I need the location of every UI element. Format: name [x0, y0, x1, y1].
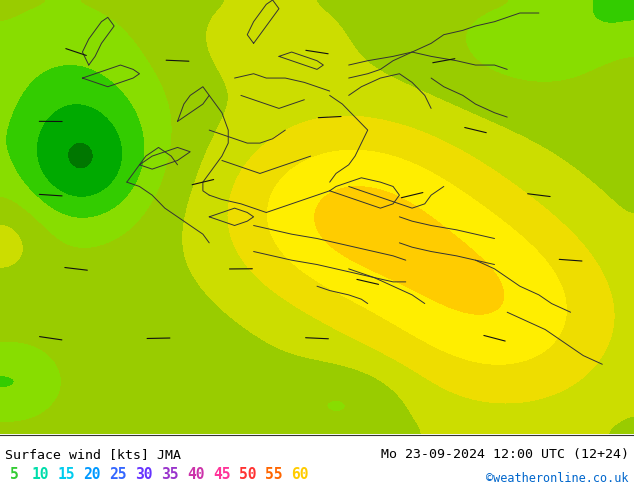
Text: Surface wind [kts] JMA: Surface wind [kts] JMA: [5, 448, 181, 461]
Text: ©weatheronline.co.uk: ©weatheronline.co.uk: [486, 472, 629, 485]
Text: 45: 45: [214, 466, 231, 482]
Text: 55: 55: [266, 466, 283, 482]
Text: 60: 60: [292, 466, 309, 482]
Text: 15: 15: [58, 466, 75, 482]
Text: 40: 40: [188, 466, 205, 482]
Text: 35: 35: [162, 466, 179, 482]
Text: 5: 5: [10, 466, 18, 482]
Text: 20: 20: [84, 466, 101, 482]
Text: 25: 25: [110, 466, 127, 482]
Text: Mo 23-09-2024 12:00 UTC (12+24): Mo 23-09-2024 12:00 UTC (12+24): [381, 448, 629, 461]
Text: 50: 50: [240, 466, 257, 482]
Text: 30: 30: [136, 466, 153, 482]
Text: 10: 10: [32, 466, 49, 482]
